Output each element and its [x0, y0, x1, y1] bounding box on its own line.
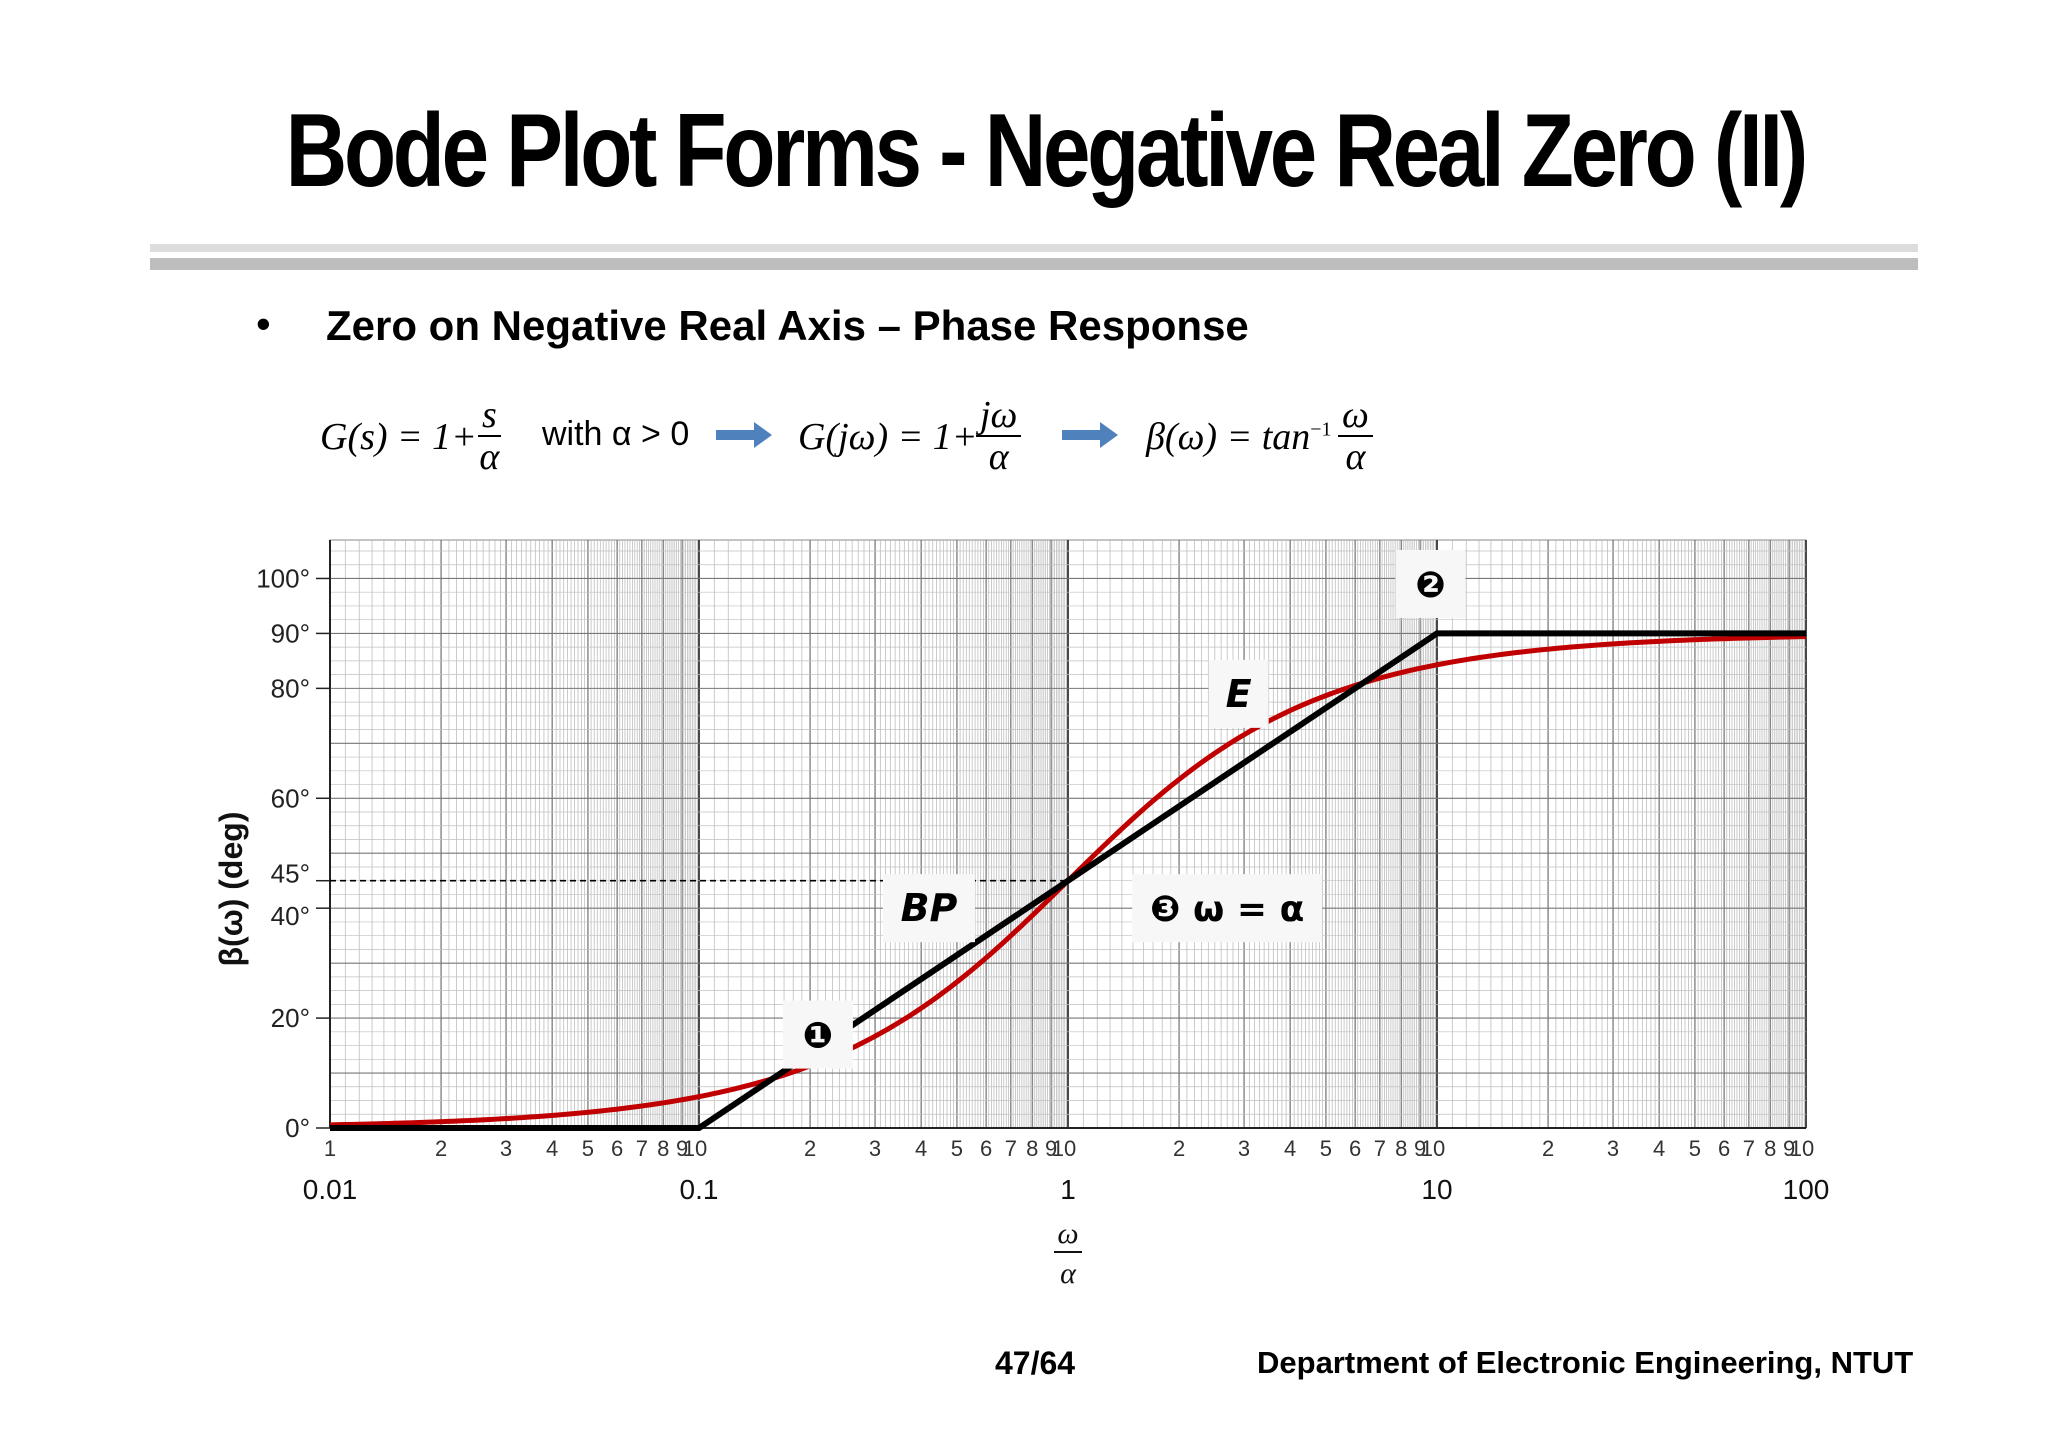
slide-title: Bode Plot Forms - Negative Real Zero (II… — [285, 93, 1809, 209]
x-minor-tick-label: 8 — [1764, 1136, 1776, 1161]
formula-beta-lhs: β(ω) = tan−1 — [1146, 415, 1332, 459]
x-minor-tick-label: 4 — [1284, 1136, 1296, 1161]
footer-department: Department of Electronic Engineering, NT… — [1257, 1345, 1914, 1380]
x-minor-tick-label: 9 — [1045, 1136, 1057, 1161]
x-minor-tick-label: 3 — [1238, 1136, 1250, 1161]
x-minor-tick-label: 2 — [804, 1136, 816, 1161]
ann-1-label: ❶ — [803, 1016, 833, 1057]
title-rule-light — [150, 244, 1918, 252]
x-label-num: ω — [1057, 1217, 1078, 1250]
x-minor-tick-label: 10 — [1052, 1136, 1076, 1161]
x-minor-tick-label: 7 — [1374, 1136, 1386, 1161]
x-minor-tick-label: 5 — [582, 1136, 594, 1161]
formula-condition: with α > 0 — [542, 415, 690, 453]
formula-gs-frac: s α — [478, 395, 501, 477]
x-minor-tick-label: 8 — [1026, 1136, 1038, 1161]
y-tick-label: 60° — [271, 783, 310, 813]
x-minor-tick-label: 4 — [546, 1136, 558, 1161]
formula-gs-den: α — [479, 436, 500, 478]
x-minor-tick-label: 6 — [611, 1136, 623, 1161]
chart-grid — [329, 539, 1807, 1129]
x-minor-tick-label: 2 — [435, 1136, 447, 1161]
x-minor-tick-label: 5 — [1689, 1136, 1701, 1161]
x-minor-tick-label: 8 — [657, 1136, 669, 1161]
x-minor-tick-label: 3 — [500, 1136, 512, 1161]
x-minor-tick-label: 10 — [683, 1136, 707, 1161]
x-label-den: α — [1060, 1257, 1077, 1290]
formula-gjw-num: jω — [976, 395, 1022, 437]
x-minor-tick-label: 7 — [1743, 1136, 1755, 1161]
ann-bp-label: BP — [901, 886, 958, 930]
formula-gjw-den: α — [988, 436, 1009, 478]
bullet-dot: • — [256, 300, 271, 347]
asymptotic-phase-line — [330, 630, 1806, 1131]
x-minor-tick-label: 9 — [1414, 1136, 1426, 1161]
ann-e-label: E — [1226, 672, 1252, 716]
formula-gjw-frac: jω α — [976, 395, 1022, 478]
formula-beta-den: α — [1345, 436, 1366, 478]
ann-2-box — [1395, 549, 1466, 618]
x-minor-tick-label: 3 — [1607, 1136, 1619, 1161]
arrow-right-icon-2-shape — [1062, 422, 1118, 448]
formula-gjw-lhs: G(jω) = 1+ — [798, 416, 978, 458]
formula-beta-num: ω — [1338, 395, 1373, 437]
x-minor-tick-label: 10 — [1421, 1136, 1445, 1161]
page-number: 47/64 — [995, 1345, 1076, 1381]
y-axis-label: β(ω) (deg) — [213, 812, 249, 967]
y-tick-label: 90° — [271, 618, 310, 648]
ann-3-label: ❸ ω = α — [1150, 889, 1304, 930]
y-tick-label: 40° — [271, 901, 310, 931]
x-minor-tick-label: 2 — [1173, 1136, 1185, 1161]
title-rule-dark — [150, 258, 1918, 270]
y-tick-label: 45° — [271, 859, 310, 889]
formula-beta-sup: −1 — [1310, 418, 1332, 441]
arrow-right-icon-shape — [716, 422, 772, 448]
x-minor-tick-label: 9 — [1783, 1136, 1795, 1161]
x-decade-label: 100 — [1783, 1174, 1830, 1205]
y-tick-label: 0° — [285, 1113, 310, 1143]
chart-axes: 0°20°40°45°60°80°90°100°1 2 3 4 5 6 7 8 910 2 3 4 5 6… — [213, 540, 1829, 1290]
x-decade-label: 0.01 — [303, 1174, 358, 1205]
x-minor-tick-label: 4 — [1653, 1136, 1665, 1161]
x-minor-tick-label: 8 — [1395, 1136, 1407, 1161]
x-minor-tick-label: 5 — [1320, 1136, 1332, 1161]
ann-2-label: ❷ — [1415, 565, 1445, 606]
x-decade-label: 1 — [1060, 1174, 1076, 1205]
x-minor-tick-label: 9 — [676, 1136, 688, 1161]
formula-beta-lhs-text: β(ω) = tan — [1146, 416, 1311, 458]
chart-annotations: ❶ ❷ ❸ ω = α BP E — [782, 549, 1466, 1069]
y-tick-label: 20° — [271, 1003, 310, 1033]
x-minor-tick-label: 7 — [1005, 1136, 1017, 1161]
x-minor-tick-label: 3 — [869, 1136, 881, 1161]
arrow-right-icon — [716, 422, 772, 448]
x-minor-tick-label: 5 — [951, 1136, 963, 1161]
arrow-right-icon-2 — [1062, 422, 1118, 448]
y-tick-label: 100° — [256, 563, 310, 593]
y-tick-label: 80° — [271, 673, 310, 703]
formula-gs-lhs: G(s) = 1+ — [320, 416, 477, 458]
x-minor-tick-label: 6 — [980, 1136, 992, 1161]
x-minor-tick-label: 1 — [324, 1136, 336, 1161]
x-minor-tick-label: 2 — [1542, 1136, 1554, 1161]
x-decade-label: 0.1 — [680, 1174, 719, 1205]
x-minor-tick-label: 7 — [636, 1136, 648, 1161]
ann-3-box — [1132, 874, 1323, 943]
x-decade-label: 10 — [1421, 1174, 1452, 1205]
ann-e-box — [1208, 659, 1269, 728]
ann-1-box — [782, 1000, 853, 1069]
formula-gs-num: s — [478, 395, 501, 437]
x-minor-tick-label: 4 — [915, 1136, 927, 1161]
chart-series — [329, 630, 1807, 1131]
formula-beta-frac: ω α — [1338, 395, 1373, 477]
x-minor-tick-label: 10 — [1790, 1136, 1814, 1161]
x-minor-tick-label: 6 — [1718, 1136, 1730, 1161]
ann-bp-box — [882, 874, 975, 943]
bullet-text: Zero on Negative Real Axis – Phase Respo… — [326, 302, 1249, 349]
x-minor-tick-label: 6 — [1349, 1136, 1361, 1161]
